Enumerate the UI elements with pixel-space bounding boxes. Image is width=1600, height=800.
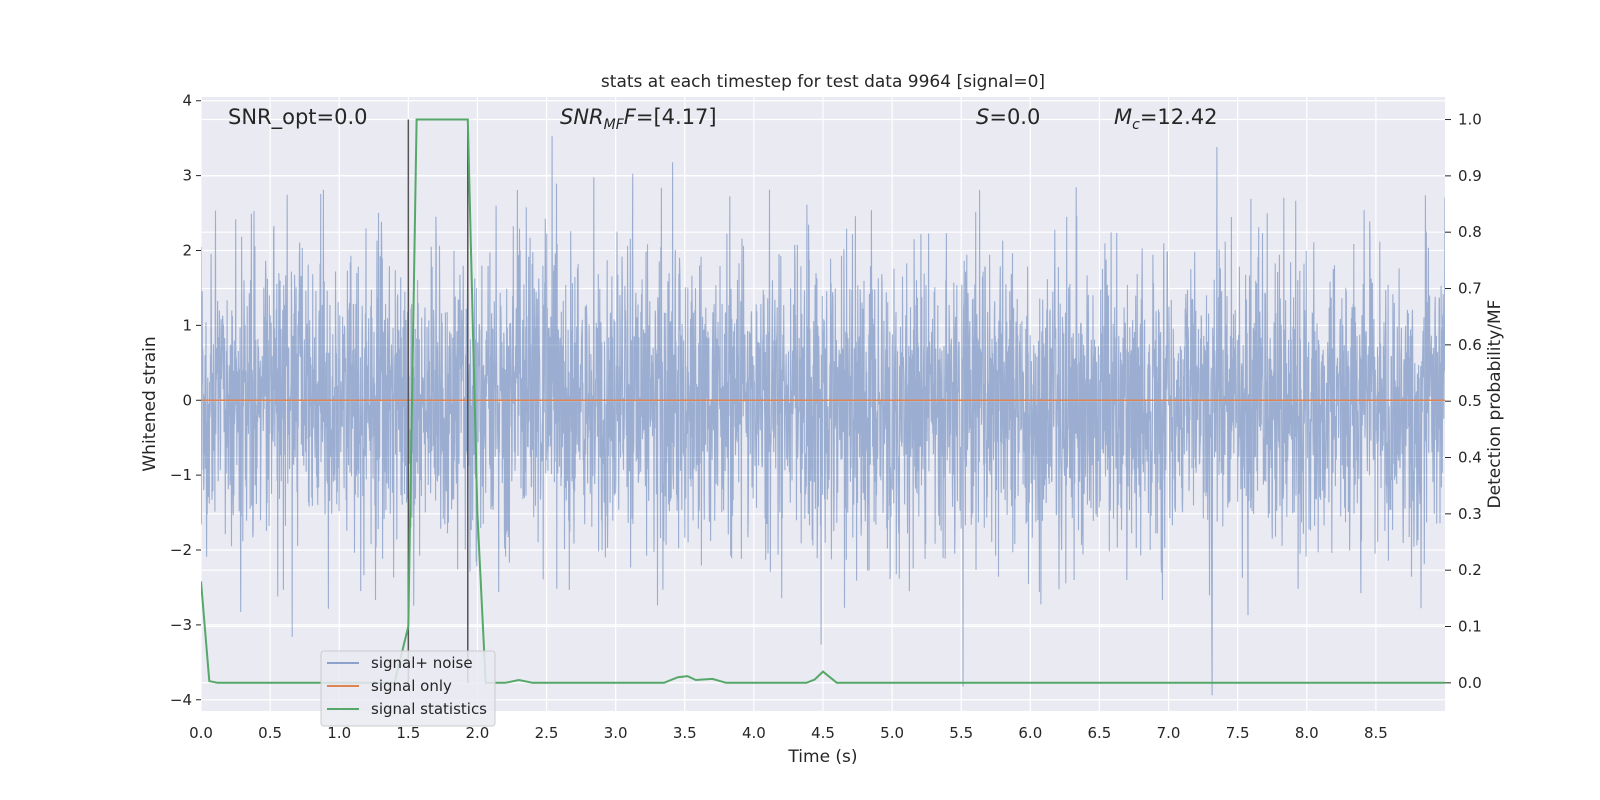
x-axis-title: Time (s)	[787, 747, 857, 767]
y-axis-left-title: Whitened strain	[140, 336, 160, 471]
mc-name: M	[1114, 105, 1132, 129]
annotation-snr-opt: SNR_opt=0.0	[228, 105, 368, 130]
y-left-tick-label: 3	[182, 167, 192, 185]
y-left-tick-label: −1	[170, 466, 192, 484]
x-tick-label: 4.0	[742, 724, 766, 742]
y-right-tick-label: 0.5	[1458, 392, 1482, 410]
y-right-tick-label: 0.3	[1458, 505, 1482, 523]
snr-mf-name: SNR	[560, 105, 604, 129]
x-tick-label: 4.5	[811, 724, 835, 742]
x-tick-label: 8.0	[1295, 724, 1319, 742]
y-left-tick-label: 1	[182, 316, 192, 334]
y-axis-right-ticks: 1.0 0.9 0.8 0.7 0.6 0.5 0.4 0.3 0.2 0.1 0.0	[1445, 111, 1482, 692]
y-left-tick-label: 2	[182, 242, 192, 260]
legend-box	[320, 650, 496, 727]
y-right-tick-label: 0.1	[1458, 618, 1482, 636]
y-right-tick-label: 0.2	[1458, 561, 1482, 579]
s-name: S	[976, 105, 989, 129]
mc-sub: c	[1132, 117, 1140, 133]
x-tick-label: 5.0	[880, 724, 904, 742]
y-left-tick-label: −3	[170, 616, 192, 634]
x-tick-label: 7.5	[1226, 724, 1250, 742]
y-right-tick-label: 0.9	[1458, 167, 1482, 185]
x-tick-label: 0.0	[189, 724, 213, 742]
annotation-snr-mf: SNRMFF=[4.17]	[560, 105, 717, 133]
y-right-tick-label: 0.6	[1458, 336, 1482, 354]
x-tick-label: 5.5	[949, 724, 973, 742]
x-tick-label: 0.5	[258, 724, 282, 742]
x-tick-label: 6.5	[1088, 724, 1112, 742]
x-tick-label: 2.5	[535, 724, 559, 742]
snr-mf-sub: MF	[604, 117, 625, 133]
chart-title: stats at each timestep for test data 996…	[601, 72, 1045, 92]
y-axis-right-title: Detection probability/MF	[1485, 300, 1505, 509]
x-tick-label: 1.5	[396, 724, 420, 742]
x-tick-label: 6.0	[1018, 724, 1042, 742]
x-tick-label: 3.0	[604, 724, 628, 742]
x-tick-label: 3.5	[673, 724, 697, 742]
y-right-tick-label: 0.4	[1458, 449, 1482, 467]
x-axis-ticks: 0.0 0.5 1.0 1.5 2.0 2.5 3.0 3.5 4.0 4.5 5.0 5.5 6.0 6…	[189, 724, 1388, 742]
snr-mf-f: F	[624, 105, 637, 129]
legend-label-signal-statistics: signal statistics	[371, 700, 487, 718]
y-left-tick-label: 4	[182, 92, 192, 110]
y-left-tick-label: −2	[170, 541, 192, 559]
snr-mf-value: =[4.17]	[636, 105, 717, 129]
legend-label-signal-only: signal only	[371, 677, 452, 695]
x-tick-label: 7.0	[1157, 724, 1181, 742]
annotation-mc: Mc=12.42	[1114, 105, 1218, 133]
y-right-tick-label: 0.0	[1458, 674, 1482, 692]
mc-value: =12.42	[1140, 105, 1218, 129]
y-axis-left-ticks: 4 3 2 1 0 −1 −2 −3 −4	[170, 92, 201, 709]
y-right-tick-label: 0.8	[1458, 223, 1482, 241]
x-tick-label: 2.0	[466, 724, 490, 742]
annotation-s: S=0.0	[976, 105, 1040, 129]
legend-label-signal-noise: signal+ noise	[371, 654, 473, 672]
x-tick-label: 8.5	[1364, 724, 1388, 742]
y-right-tick-label: 0.7	[1458, 280, 1482, 298]
y-left-tick-label: −4	[170, 691, 192, 709]
s-value: =0.0	[989, 105, 1040, 129]
y-left-tick-label: 0	[182, 391, 192, 409]
x-tick-label: 1.0	[327, 724, 351, 742]
legend: signal+ noise signal only signal statist…	[320, 650, 496, 727]
y-right-tick-label: 1.0	[1458, 111, 1482, 129]
